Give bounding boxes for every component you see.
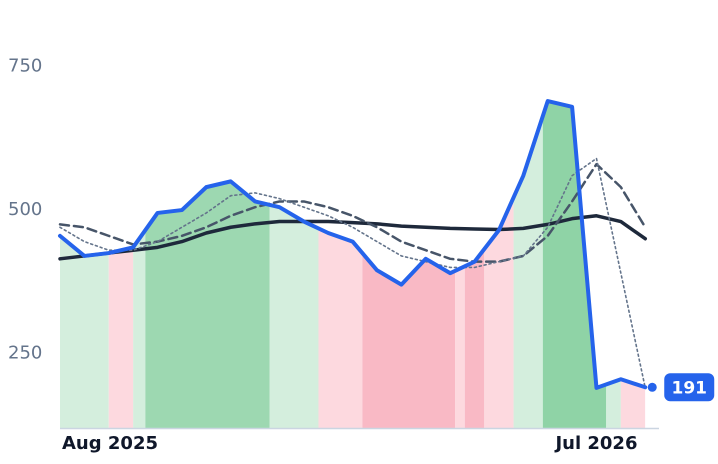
series-line [58,214,647,261]
y-tick-label: 500 [8,199,42,220]
y-tick-label: 250 [8,342,42,363]
last-point [647,382,657,392]
x-tick-label: Aug 2025 [62,433,158,454]
region [108,101,134,428]
series-line [59,157,647,389]
region [513,101,543,428]
region [606,101,621,428]
y-tick-label: 750 [8,56,42,77]
region [464,101,485,428]
series-line [58,99,648,390]
value-badge [664,373,715,402]
region [455,101,465,428]
x-tick-label: Jul 2026 [553,433,637,454]
region [269,101,319,428]
last-value-label: 191 [671,378,707,398]
region [362,101,456,428]
